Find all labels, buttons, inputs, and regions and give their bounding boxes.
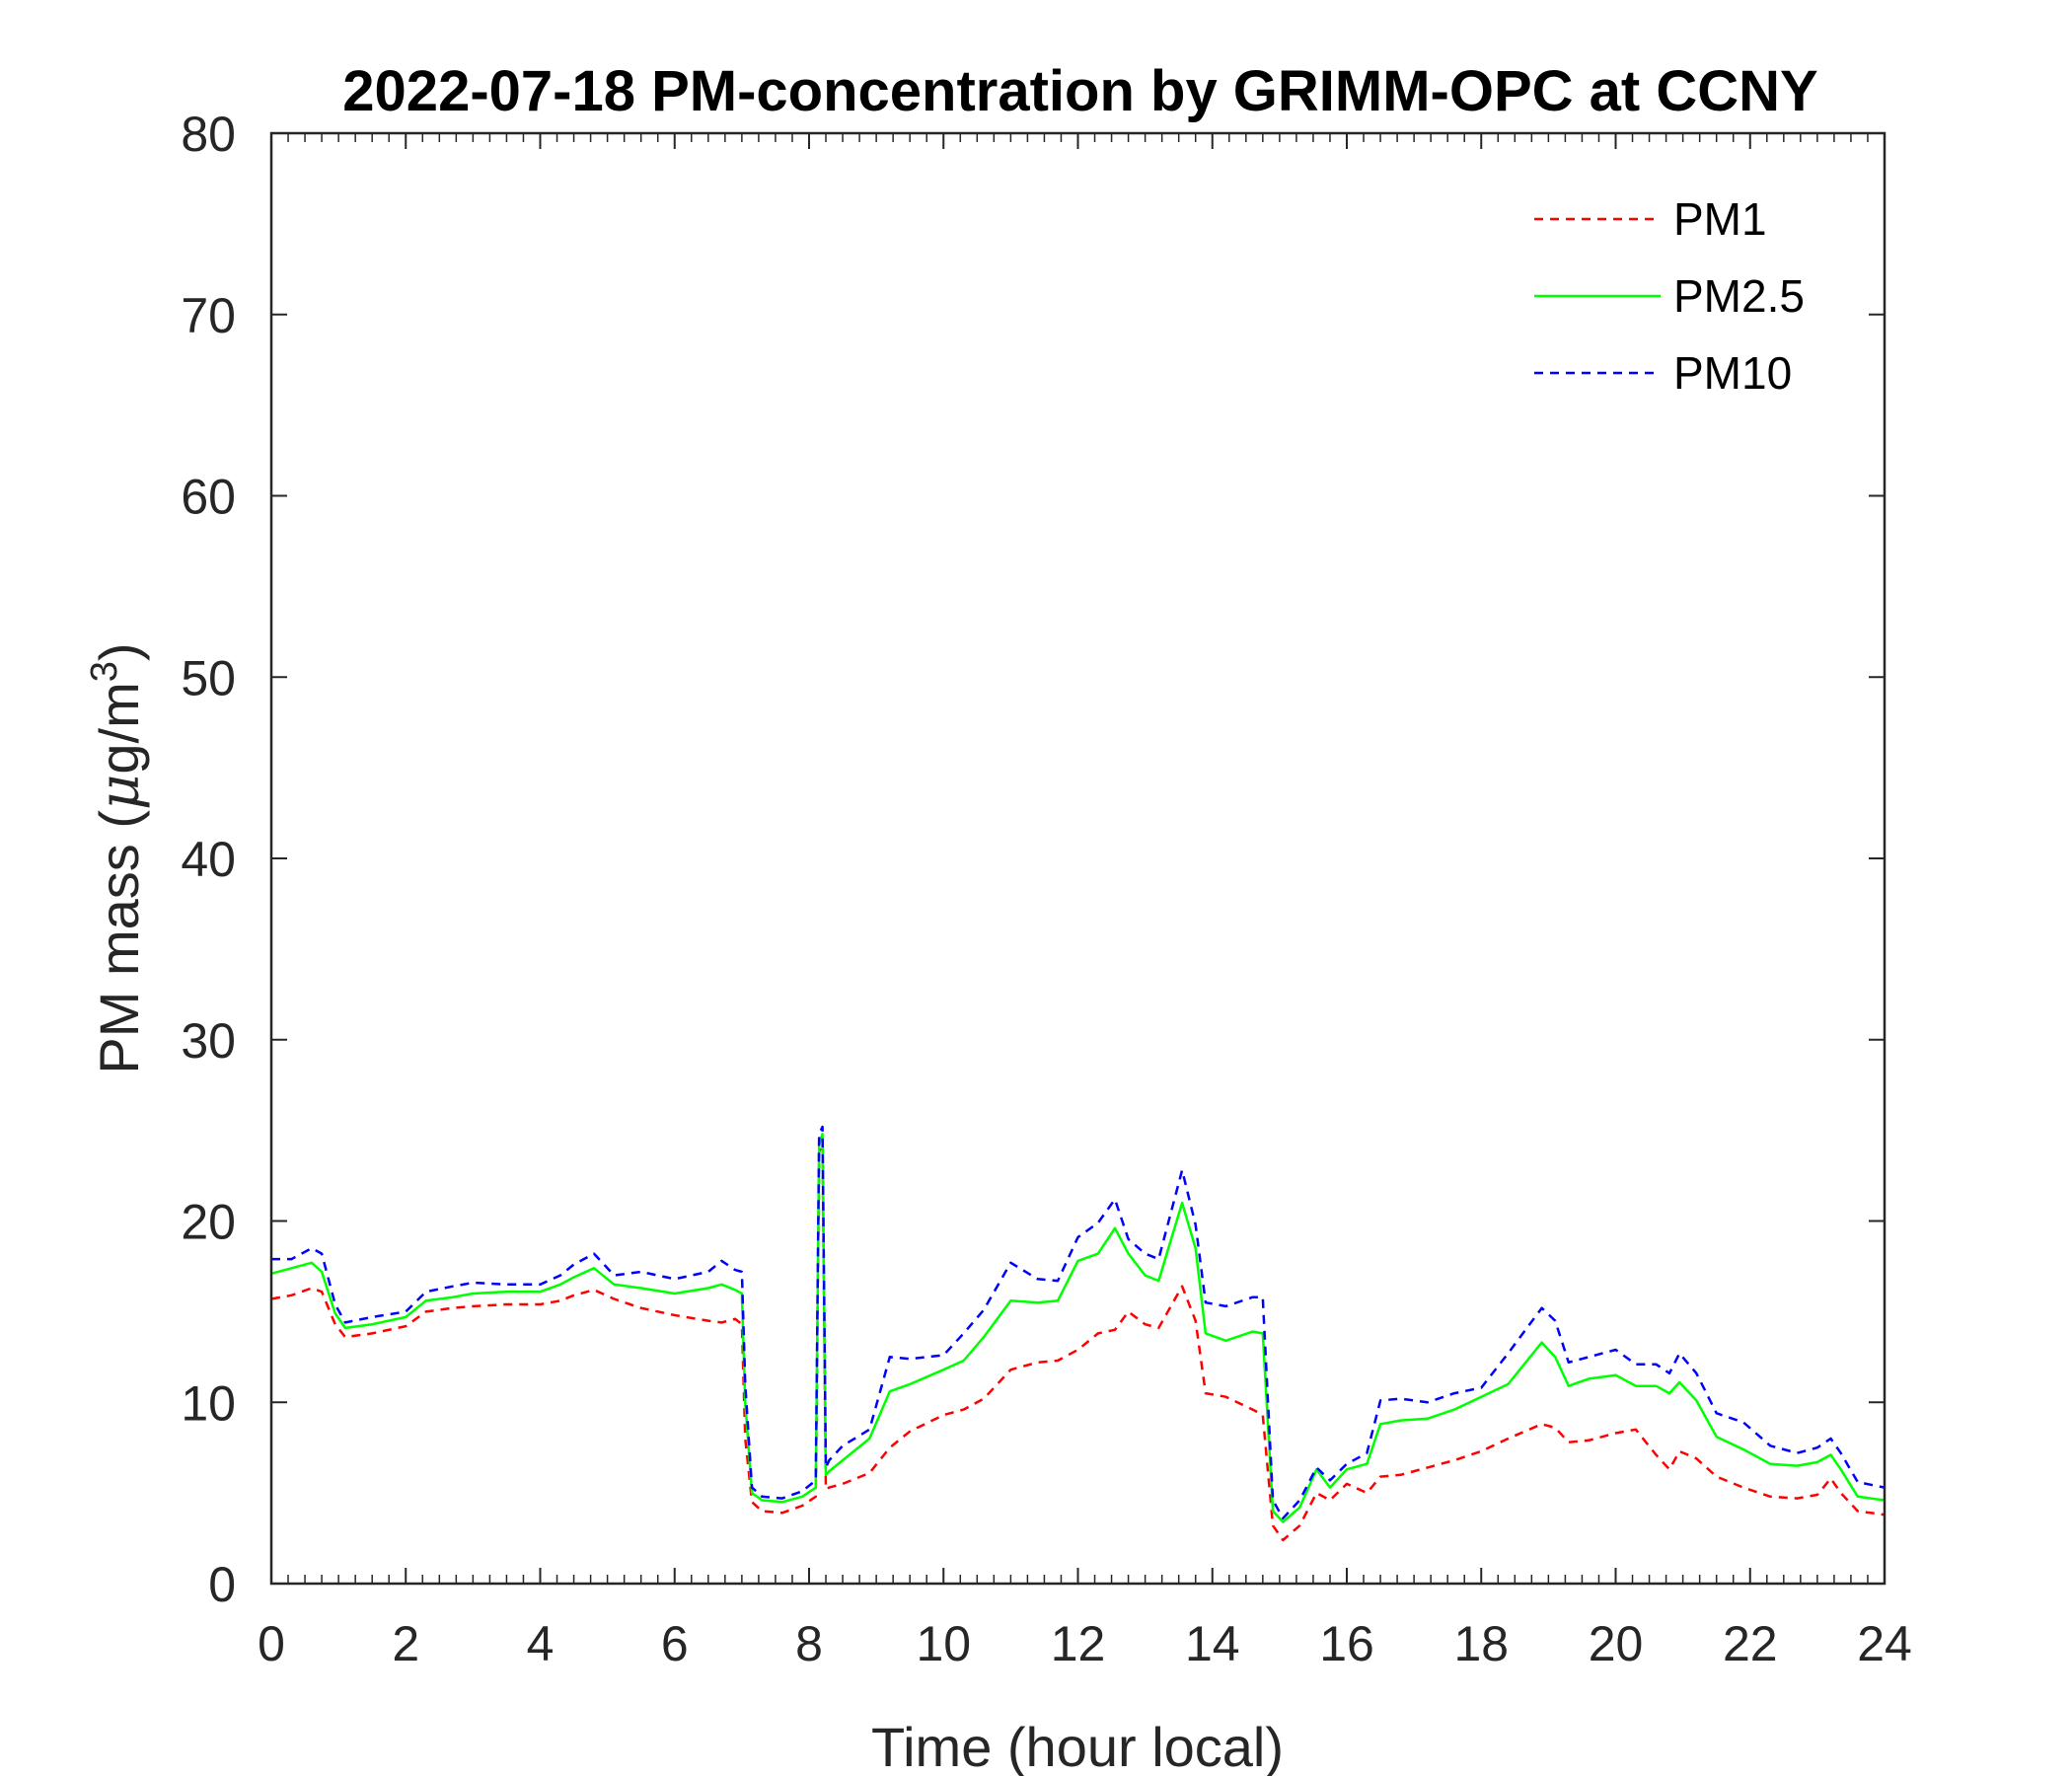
legend-label: PM1 (1673, 193, 1767, 245)
series-line-pm1 (270, 1142, 1886, 1542)
y-tick-label: 30 (181, 1013, 236, 1069)
y-axis-label: PM mass (μg/m3) (84, 642, 152, 1073)
y-tick-label: 50 (181, 650, 236, 705)
x-tick-label: 16 (1319, 1616, 1374, 1671)
chart-title: 2022-07-18 PM-concentration by GRIMM-OPC… (342, 59, 1817, 123)
y-tick-label: 20 (181, 1195, 236, 1250)
y-axis-label-mu: μ (88, 775, 152, 810)
y-axis-label-prefix: PM mass ( (88, 810, 150, 1074)
x-tick-label: 10 (916, 1616, 971, 1671)
y-tick-label: 60 (181, 470, 236, 525)
y-tick-label: 70 (181, 288, 236, 343)
y-axis-label-suffix: ) (88, 642, 150, 661)
x-tick-label: 12 (1051, 1616, 1106, 1671)
x-tick-label: 22 (1723, 1616, 1778, 1671)
series-line-pm2-5 (270, 1133, 1886, 1523)
x-tick-label: 2 (392, 1616, 419, 1671)
x-tick-label: 0 (258, 1616, 285, 1671)
y-tick-label: 80 (181, 107, 236, 162)
plot-frame (269, 131, 1887, 1586)
x-tick-label: 24 (1857, 1616, 1912, 1671)
legend: PM1 PM2.5 PM10 (1510, 187, 1845, 405)
x-tick-label: 6 (661, 1616, 689, 1671)
y-axis-label-superscript: 3 (84, 661, 125, 682)
x-tick-label: 18 (1453, 1616, 1509, 1671)
x-tick-label: 8 (795, 1616, 823, 1671)
x-axis-label: Time (hour local) (871, 1716, 1284, 1776)
series-line-pm10 (271, 1125, 1886, 1520)
y-tick-label: 0 (208, 1557, 236, 1612)
legend-label: PM2.5 (1673, 270, 1805, 322)
x-tick-label: 14 (1185, 1616, 1240, 1671)
series-layer (270, 1125, 1886, 1542)
y-tick-label: 40 (181, 832, 236, 887)
x-tick-label: 4 (527, 1616, 555, 1671)
y-axis-label-unit: g/m (88, 682, 150, 774)
legend-label: PM10 (1673, 347, 1792, 399)
y-tick-label: 10 (181, 1375, 236, 1431)
x-tick-label: 20 (1589, 1616, 1644, 1671)
